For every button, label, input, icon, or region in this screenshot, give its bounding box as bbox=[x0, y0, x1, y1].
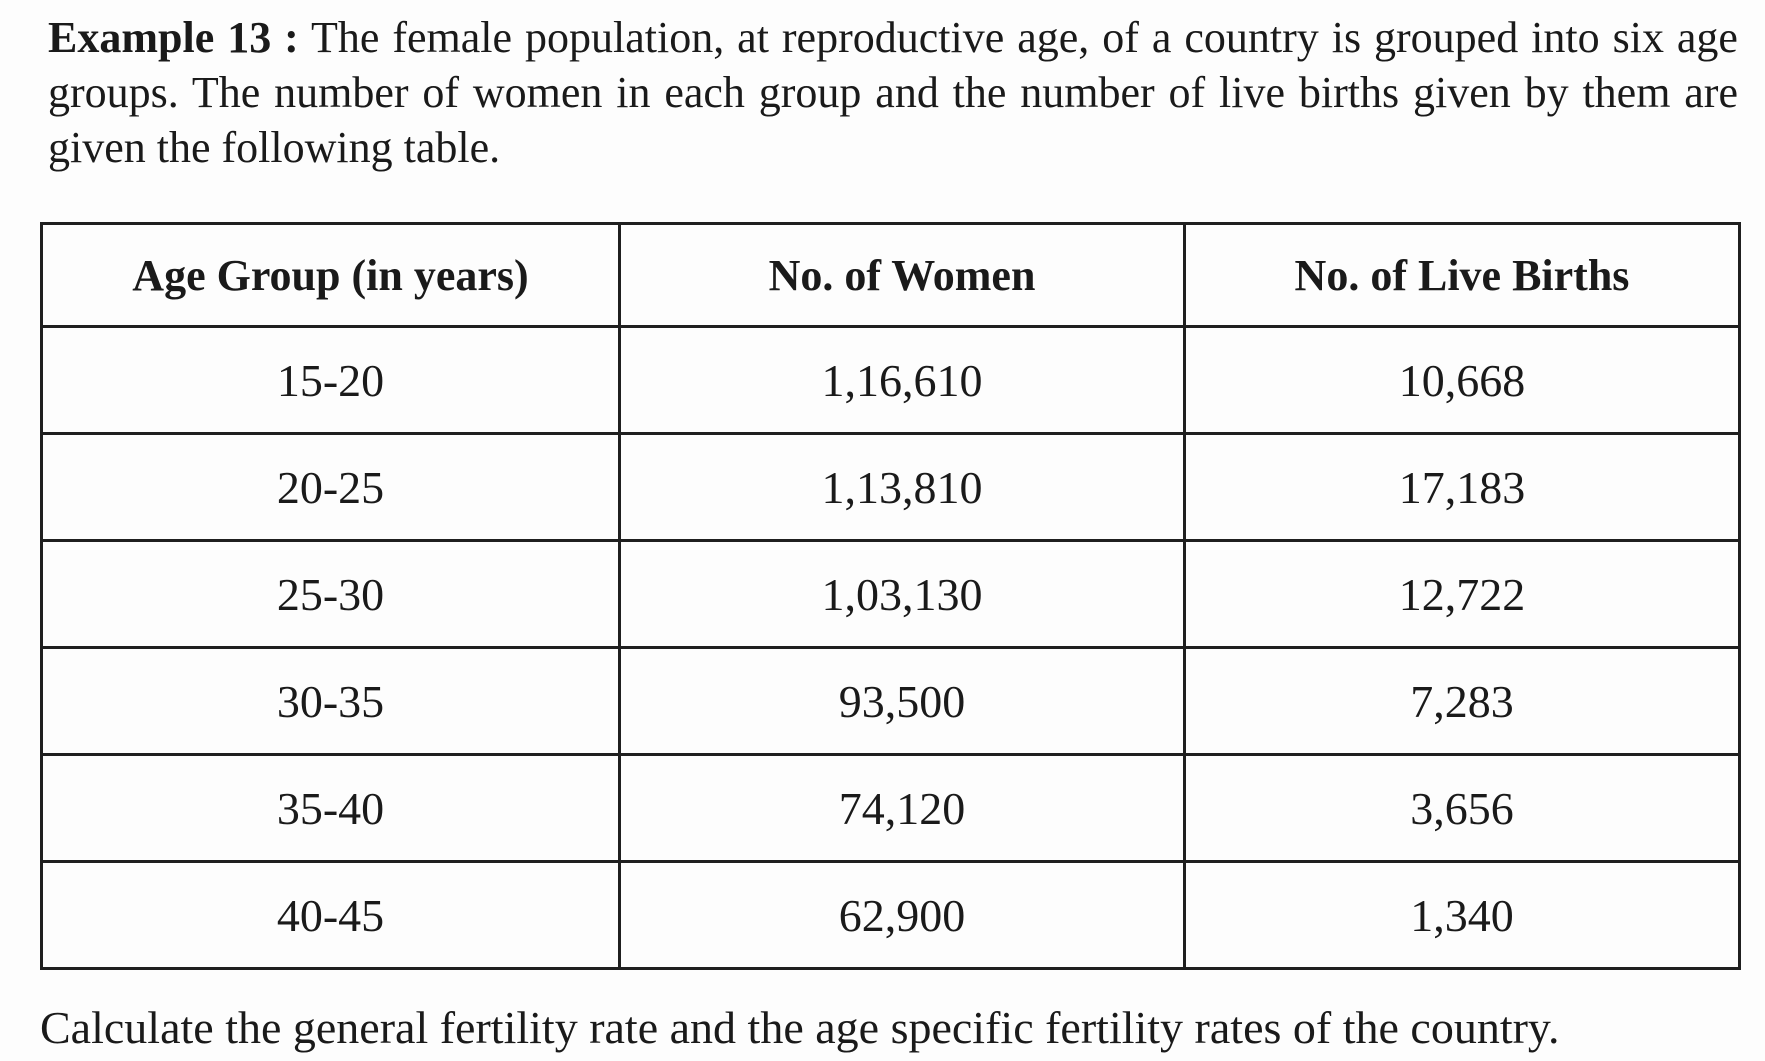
women-count-cell: 93,500 bbox=[618, 646, 1186, 756]
table-row: 25-30 1,03,130 12,722 bbox=[40, 539, 1741, 649]
women-count-cell: 1,03,130 bbox=[618, 539, 1186, 649]
example-label: Example 13 : bbox=[48, 13, 299, 62]
question-text: Calculate the general fertility rate and… bbox=[40, 1002, 1560, 1053]
women-count-cell: 1,16,610 bbox=[618, 325, 1186, 435]
table-row: 40-45 62,900 1,340 bbox=[40, 860, 1741, 970]
women-count-cell: 74,120 bbox=[618, 753, 1186, 863]
table-header-row: Age Group (in years) No. of Women No. of… bbox=[40, 222, 1741, 328]
example-paragraph: Example 13 : The female population, at r… bbox=[48, 10, 1738, 175]
women-count-cell: 62,900 bbox=[618, 860, 1186, 970]
table-row: 35-40 74,120 3,656 bbox=[40, 753, 1741, 863]
age-group-cell: 40-45 bbox=[40, 860, 621, 970]
live-births-cell: 3,656 bbox=[1183, 753, 1741, 863]
header-no-of-live-births: No. of Live Births bbox=[1183, 222, 1741, 328]
age-group-cell: 35-40 bbox=[40, 753, 621, 863]
live-births-cell: 1,340 bbox=[1183, 860, 1741, 970]
age-group-cell: 30-35 bbox=[40, 646, 621, 756]
table-row: 30-35 93,500 7,283 bbox=[40, 646, 1741, 756]
example-text: The female population, at reproductive a… bbox=[48, 13, 1738, 172]
table-row: 15-20 1,16,610 10,668 bbox=[40, 325, 1741, 435]
header-age-group: Age Group (in years) bbox=[40, 222, 621, 328]
live-births-cell: 7,283 bbox=[1183, 646, 1741, 756]
women-count-cell: 1,13,810 bbox=[618, 432, 1186, 542]
live-births-cell: 17,183 bbox=[1183, 432, 1741, 542]
age-group-cell: 25-30 bbox=[40, 539, 621, 649]
table-row: 20-25 1,13,810 17,183 bbox=[40, 432, 1741, 542]
header-no-of-women: No. of Women bbox=[618, 222, 1186, 328]
fertility-data-table: Age Group (in years) No. of Women No. of… bbox=[40, 222, 1741, 970]
live-births-cell: 12,722 bbox=[1183, 539, 1741, 649]
live-births-cell: 10,668 bbox=[1183, 325, 1741, 435]
age-group-cell: 20-25 bbox=[40, 432, 621, 542]
age-group-cell: 15-20 bbox=[40, 325, 621, 435]
